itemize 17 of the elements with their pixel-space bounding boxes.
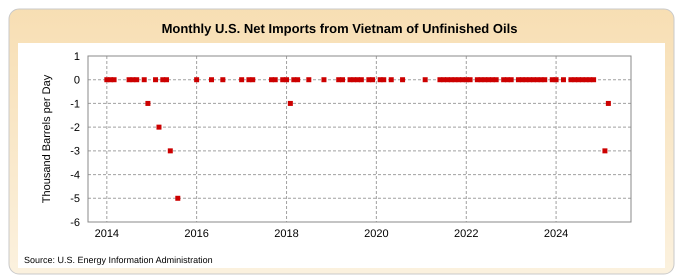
chart-title: Monthly U.S. Net Imports from Vietnam of Unfinished Oils bbox=[162, 21, 518, 36]
x-tick-label: 2014 bbox=[94, 228, 120, 240]
x-tick-label: 2024 bbox=[544, 228, 568, 240]
y-axis-title: Thousand Barrels per Day bbox=[41, 74, 53, 204]
y-tick-label: -3 bbox=[70, 146, 80, 158]
x-tick-label: 2022 bbox=[454, 228, 479, 240]
x-tick-label: 2016 bbox=[184, 228, 209, 240]
source-note: Source: U.S. Energy Information Administration bbox=[24, 255, 213, 265]
x-tick-label: 2020 bbox=[364, 228, 389, 240]
y-tick-label: -2 bbox=[70, 122, 80, 134]
y-tick-label: -6 bbox=[70, 216, 80, 229]
x-tick-label: 2018 bbox=[274, 228, 299, 240]
y-tick-label: -4 bbox=[70, 169, 80, 182]
y-tick-label: -1 bbox=[70, 98, 80, 110]
y-tick-label: 1 bbox=[74, 50, 80, 63]
y-tick-label: 0 bbox=[74, 74, 80, 87]
y-tick-label: -5 bbox=[70, 193, 80, 206]
